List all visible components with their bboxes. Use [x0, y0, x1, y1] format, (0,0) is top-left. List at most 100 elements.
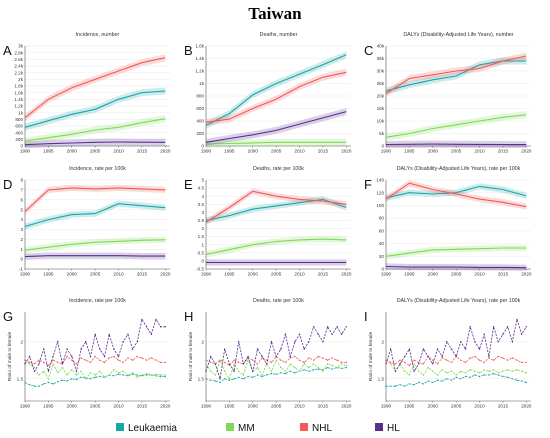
point-hl: [502, 333, 504, 335]
point-hl: [469, 326, 471, 328]
point-nhl: [38, 359, 40, 361]
point-mm: [155, 373, 157, 375]
point-hl: [103, 355, 106, 358]
series-line-hl: [385, 143, 527, 146]
point-leukaemia: [317, 368, 319, 370]
y-tick-label: 1.5: [17, 376, 24, 381]
x-tick-label: 2020: [341, 404, 352, 409]
point-hl: [340, 333, 343, 335]
x-tick-label: 2005: [271, 272, 282, 277]
point-hl: [488, 355, 490, 358]
point-hl: [525, 326, 527, 328]
y-tick-label: 2: [381, 339, 384, 344]
point-leukaemia: [404, 385, 406, 387]
point-mm: [71, 369, 73, 371]
point-nhl: [150, 357, 152, 359]
panel-label: C: [364, 43, 373, 58]
series-line-hl: [385, 265, 527, 269]
point-nhl: [113, 355, 115, 358]
point-hl: [205, 370, 207, 372]
point-leukaemia: [47, 381, 50, 384]
point-nhl: [385, 359, 387, 361]
point-leukaemia: [247, 375, 249, 378]
point-leukaemia: [483, 374, 485, 376]
point-nhl: [256, 363, 259, 365]
x-tick-label: 1995: [404, 272, 415, 277]
point-mm: [436, 374, 439, 376]
point-nhl: [436, 363, 439, 365]
point-mm: [103, 376, 106, 378]
x-tick-label: 1995: [43, 404, 54, 409]
point-nhl: [117, 359, 120, 361]
point-nhl: [525, 361, 527, 364]
ci-band-nhl: [386, 52, 527, 97]
series-line-mm: [385, 359, 527, 376]
point-leukaemia: [418, 381, 420, 384]
point-hl: [24, 363, 26, 365]
point-nhl: [94, 355, 96, 358]
point-mm: [432, 370, 434, 372]
panel-h: H Deaths, rate per 100k 1.5 2 1990 1995 2000 20…: [184, 298, 352, 409]
point-mm: [497, 372, 499, 374]
point-hl: [66, 348, 68, 350]
x-tick-label: 2000: [428, 272, 439, 277]
point-hl: [256, 348, 259, 350]
series-line-mm: [205, 238, 347, 255]
y-tick-label: 600: [196, 106, 204, 111]
point-mm: [228, 378, 231, 380]
x-tick-label: 2005: [90, 404, 101, 409]
panel-title: Deaths, number: [260, 32, 298, 38]
point-leukaemia: [340, 367, 343, 370]
point-leukaemia: [145, 374, 148, 376]
y-tick-label: 2.8k: [14, 50, 23, 55]
legend-swatch: [300, 423, 308, 431]
point-mm: [441, 369, 443, 371]
point-hl: [427, 355, 429, 358]
ci-band-leukaemia: [206, 51, 347, 129]
point-hl: [303, 348, 305, 350]
point-leukaemia: [390, 385, 392, 387]
legend-label: MM: [238, 423, 255, 434]
point-leukaemia: [261, 375, 263, 378]
point-leukaemia: [436, 379, 439, 381]
point-mm: [280, 366, 282, 369]
series-line-mm: [24, 359, 166, 380]
point-mm: [275, 359, 277, 361]
panel-d: D Incidence, rate per 100k -1 0 1 2 3 4 5 6 7 8 1990…: [3, 166, 171, 277]
ci-band-nhl: [386, 180, 527, 210]
point-leukaemia: [478, 375, 481, 378]
point-nhl: [336, 359, 338, 361]
point-nhl: [422, 363, 425, 365]
point-hl: [294, 341, 296, 343]
legend-label: NHL: [312, 423, 332, 434]
series-line-mm: [385, 247, 527, 257]
point-leukaemia: [294, 372, 296, 374]
point-mm: [404, 370, 406, 372]
y-axis-label: Ratio of male to female: [368, 332, 374, 382]
series-line-leukaemia: [24, 90, 166, 128]
y-tick-label: 0: [381, 267, 384, 272]
point-mm: [284, 370, 287, 372]
y-tick-label: 8: [20, 178, 23, 183]
point-hl: [108, 333, 110, 335]
point-hl: [516, 318, 518, 321]
point-leukaemia: [460, 378, 462, 380]
point-mm: [298, 370, 301, 372]
y-axis-label: Ratio of male to female: [7, 332, 13, 382]
point-leukaemia: [155, 375, 157, 377]
point-mm: [413, 363, 415, 365]
point-mm: [408, 374, 411, 376]
y-tick-label: 100: [376, 203, 384, 208]
point-mm: [136, 376, 138, 378]
point-nhl: [238, 361, 240, 364]
x-tick-label: 1990: [381, 149, 392, 154]
y-tick-label: -0.5: [196, 267, 204, 272]
panel-title: Deaths, rate per 100k: [253, 166, 304, 172]
point-hl: [136, 341, 138, 343]
point-leukaemia: [441, 380, 443, 382]
point-nhl: [71, 359, 73, 361]
point-hl: [61, 363, 64, 365]
x-tick-label: 2010: [294, 149, 305, 154]
